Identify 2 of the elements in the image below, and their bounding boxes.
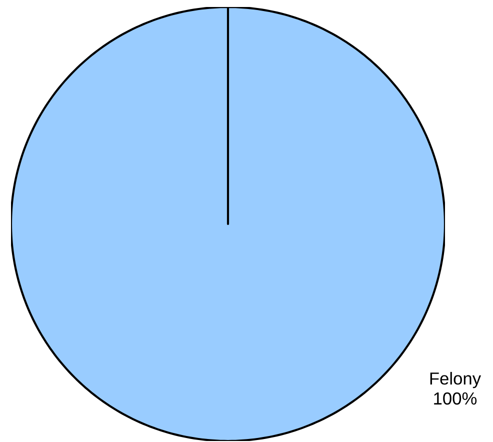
data-label: 100% xyxy=(434,392,477,405)
slice-label: Felony xyxy=(430,372,482,388)
